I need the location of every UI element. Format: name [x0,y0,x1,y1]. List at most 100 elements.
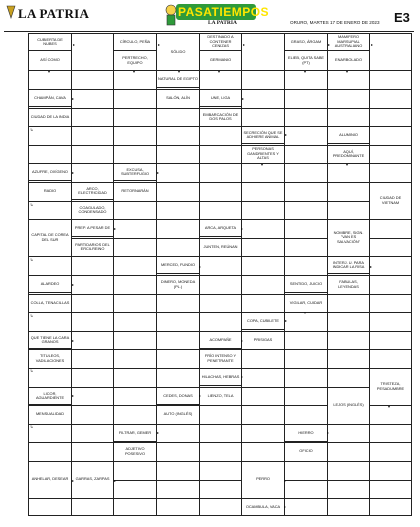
grid-line [156,33,157,516]
arrow-right-icon: ▸ [370,264,373,269]
clue-cell: ALARDEO [29,276,71,293]
arrow-right-icon: ▸ [72,338,75,343]
clue-cell: DESTINADO A CONTENER CENIZAS [200,34,241,51]
arrow-right-icon: ▸ [158,42,161,47]
clue-cell: GARRAS, ZARPAS [72,462,113,497]
banner-subtitle: LA PATRIA [208,20,237,26]
arrow-right-icon: ▸ [241,226,244,231]
clue-cell: TRISTEZA, PESADUMBRE [370,369,411,404]
arrow-down-icon: ▾ [346,162,349,167]
grid-line [241,33,242,516]
page-header: LA PATRIA PASATIEMPOS LA PATRIA ORURO, M… [0,0,420,32]
clue-cell: PARTIDARIOS DEL ERCILREINO [72,239,113,255]
clue-cell: HIERRO [285,425,327,442]
clue-cell: DINERO, MONEDA (PL.) [157,276,199,293]
grid-line [28,294,412,295]
grid-line [199,33,200,516]
grid-line [28,219,412,220]
clue-cell: AZUFRE, OXÍGENO [29,164,71,181]
clue-cell: INTERJ. U. PARA INDICAR LA RISA [328,257,369,274]
newspaper-logo: LA PATRIA [18,6,90,21]
arrow-corner-icon: ↳ [30,313,34,318]
arrow-right-icon: ▸ [327,430,330,435]
arrow-right-icon: ▸ [371,42,374,47]
clue-cell: ARCA, ARQUETA [200,220,241,237]
banner-background [176,4,256,20]
clue-cell: NATURAL DE EGIPTO [157,71,199,88]
clue-cell: CAPITAL DE COREA DEL SUR [29,220,71,255]
grid-line [28,405,412,406]
logo-icon [6,5,16,19]
arrow-right-icon: ▸ [72,478,75,483]
grid-line [28,126,412,127]
grid-line [28,331,412,332]
pasatiempos-banner: PASATIEMPOS LA PATRIA [164,4,270,28]
clue-cell: CUBIERTA DE NUBES [29,34,71,51]
arrow-right-icon: ▸ [284,478,287,483]
arrow-right-icon: ▸ [72,96,75,101]
clue-cell: FILTRAR, GEMER [114,425,156,442]
clue-cell: HILACHAS, HEBRAS [200,369,241,386]
grid-line [28,108,412,109]
clue-cell: CEDES, DONAS [157,388,199,405]
arrow-right-icon: ▸ [72,170,75,175]
arrow-right-icon: ▸ [285,318,288,323]
grid-line [28,89,412,90]
clue-cell: ANHELAR, DESEAR [29,462,71,497]
clue-cell: COLLA, TENACILLAS [29,295,71,311]
clue-cell: LICOR, AGUARDIENTE [29,388,71,405]
clue-cell: TITULEOS, VADILACIONES [29,350,71,367]
arrow-down-icon: ▾ [218,69,221,74]
grid-line [28,256,412,257]
arrow-right-icon: ▸ [284,504,287,509]
clue-cell: PERTRECHO, EQUIPO [114,52,156,69]
clue-cell: ACOMPAÑE [200,332,241,349]
crossword-grid: CUBIERTA DE NUBES ASÍ COMO CÍRCULO, PEÑA… [28,33,412,516]
clue-cell: PRISIGAS [242,332,284,348]
arrow-right-icon: ▸ [199,393,202,398]
grid-line [28,480,412,481]
grid-line [28,498,412,499]
clue-cell: JUNTEN, REÚNAN [200,239,241,255]
clue-cell: GRASO, ÁRGAM [285,34,327,51]
arrow-right-icon: ▸ [243,42,246,47]
clue-cell: AUTO (INGLÉS) [157,406,199,423]
arrow-down-icon: ▾ [48,69,51,74]
arrow-right-icon: ▸ [328,42,331,47]
grid-line [28,33,29,516]
arrow-down-icon: ▾ [133,69,136,74]
arrow-down-icon: ▾ [178,69,181,74]
arrow-right-icon: ▸ [72,393,75,398]
arrow-right-icon: ▸ [242,96,245,101]
arrow-corner-icon: ↳ [30,257,34,262]
clue-cell: ASÍ COMO [29,52,71,69]
clue-cell: ADJETIVO POSESIVO [114,443,156,460]
arrow-down-icon: ▾ [304,69,307,74]
arrow-down-icon: ▾ [261,162,264,167]
clue-cell: SÓLIDO [157,34,199,70]
clue-cell: ELIEB, QUITA SABE (PT) [285,52,327,69]
arrow-down-icon: ▾ [304,310,307,315]
grid-line [28,424,412,425]
arrow-right-icon: ▸ [199,264,202,269]
clue-cell: GERMANIO [200,52,241,69]
clue-cell: CÍRCULO, PEÑA [114,34,156,51]
arrow-corner-icon: ↳ [30,127,34,132]
clue-cell: AQUÍ, PREDOMINANTE [328,146,369,162]
clue-cell: QUE TIENE LA CARA GRANOS [29,332,71,349]
arrow-down-icon: ▾ [346,69,349,74]
arrow-down-icon: ▾ [388,404,391,409]
grid-line [28,33,412,34]
clue-cell: ENARBOLADO [328,52,369,69]
clue-cell: OFICIO [285,443,327,460]
clue-cell: FABULAS, LEYENDAS [328,276,369,293]
clue-cell: CIUDAD DE LA INDIA [29,109,71,125]
clue-cell: OCAMBULA, VACA [242,499,284,515]
banner-title: PASATIEMPOS [178,5,270,19]
clue-cell: ALUMINIO [328,127,369,144]
clue-cell: COAGULADO, CONDENSADO [72,202,113,218]
grid-line [28,145,412,146]
arrow-corner-icon: ↳ [30,368,34,373]
clue-cell: VIGILAR, CUIDAR [285,295,327,311]
clue-cell: SENTIDO, JUICIO [285,276,327,293]
